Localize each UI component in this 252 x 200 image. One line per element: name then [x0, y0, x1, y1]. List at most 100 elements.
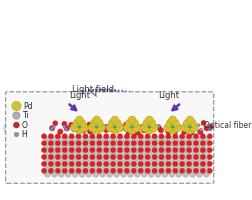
Circle shape: [44, 137, 50, 143]
Circle shape: [162, 171, 168, 177]
Circle shape: [190, 144, 196, 150]
Text: Pd: Pd: [24, 102, 33, 111]
Circle shape: [152, 154, 157, 160]
Circle shape: [90, 119, 99, 128]
Circle shape: [117, 168, 123, 173]
Circle shape: [193, 141, 199, 146]
Circle shape: [72, 164, 78, 170]
Circle shape: [141, 157, 147, 163]
Circle shape: [180, 141, 185, 146]
Circle shape: [44, 144, 50, 150]
Circle shape: [93, 151, 99, 157]
Circle shape: [79, 171, 85, 177]
Circle shape: [71, 123, 79, 132]
Circle shape: [207, 141, 212, 146]
Circle shape: [100, 144, 106, 150]
Circle shape: [49, 125, 55, 131]
Circle shape: [90, 161, 95, 166]
Circle shape: [100, 164, 106, 170]
Text: Light: Light: [69, 91, 90, 100]
Circle shape: [117, 154, 123, 160]
Circle shape: [173, 134, 178, 139]
Circle shape: [83, 141, 88, 146]
Circle shape: [62, 134, 67, 139]
Circle shape: [65, 157, 71, 163]
Circle shape: [183, 137, 189, 143]
Ellipse shape: [6, 101, 22, 156]
Circle shape: [164, 123, 173, 132]
Ellipse shape: [181, 101, 195, 156]
Circle shape: [148, 171, 154, 177]
Circle shape: [152, 147, 157, 153]
Circle shape: [65, 151, 71, 157]
Circle shape: [183, 164, 189, 170]
Circle shape: [147, 119, 156, 128]
Circle shape: [48, 154, 53, 160]
Circle shape: [51, 137, 57, 143]
Circle shape: [134, 151, 140, 157]
Circle shape: [88, 123, 97, 132]
Circle shape: [155, 171, 161, 177]
Circle shape: [203, 144, 209, 150]
Circle shape: [188, 125, 192, 128]
Circle shape: [123, 123, 132, 132]
Circle shape: [64, 126, 70, 131]
Circle shape: [44, 151, 50, 157]
Circle shape: [58, 157, 64, 163]
Text: H: H: [21, 130, 27, 139]
Circle shape: [120, 157, 127, 163]
Circle shape: [141, 127, 147, 133]
Circle shape: [90, 134, 95, 139]
Circle shape: [65, 137, 71, 143]
Circle shape: [12, 101, 21, 111]
Circle shape: [48, 161, 53, 166]
Circle shape: [95, 125, 98, 128]
Circle shape: [100, 171, 106, 177]
Circle shape: [55, 147, 60, 153]
Circle shape: [190, 137, 196, 143]
Bar: [16, 101, 188, 156]
Circle shape: [167, 129, 170, 132]
Circle shape: [58, 137, 64, 143]
Circle shape: [131, 141, 136, 146]
Circle shape: [155, 164, 161, 170]
Circle shape: [119, 125, 125, 130]
Circle shape: [107, 144, 113, 150]
Circle shape: [169, 137, 175, 143]
Circle shape: [143, 119, 151, 128]
Circle shape: [159, 141, 164, 146]
Circle shape: [169, 144, 175, 150]
Circle shape: [44, 157, 50, 163]
Circle shape: [200, 128, 203, 131]
Circle shape: [79, 123, 88, 132]
Circle shape: [93, 157, 99, 163]
Circle shape: [114, 164, 120, 170]
Circle shape: [168, 125, 177, 134]
Circle shape: [148, 125, 151, 128]
Circle shape: [107, 151, 113, 157]
Circle shape: [64, 128, 68, 131]
Text: Light field: Light field: [72, 85, 114, 94]
Circle shape: [93, 164, 99, 170]
Circle shape: [79, 121, 84, 126]
Circle shape: [115, 124, 118, 127]
Circle shape: [149, 123, 158, 132]
Circle shape: [111, 141, 116, 146]
Circle shape: [126, 119, 134, 128]
Circle shape: [162, 157, 168, 163]
Circle shape: [169, 116, 177, 124]
Circle shape: [104, 168, 109, 173]
Circle shape: [117, 134, 123, 139]
Circle shape: [140, 124, 145, 129]
Circle shape: [124, 128, 127, 131]
Circle shape: [145, 161, 150, 166]
Circle shape: [155, 144, 161, 150]
Circle shape: [190, 171, 196, 177]
Circle shape: [179, 125, 182, 128]
Circle shape: [69, 161, 74, 166]
Circle shape: [162, 137, 168, 143]
Circle shape: [155, 151, 161, 157]
Circle shape: [48, 168, 53, 173]
Circle shape: [164, 125, 168, 128]
Circle shape: [69, 168, 74, 173]
